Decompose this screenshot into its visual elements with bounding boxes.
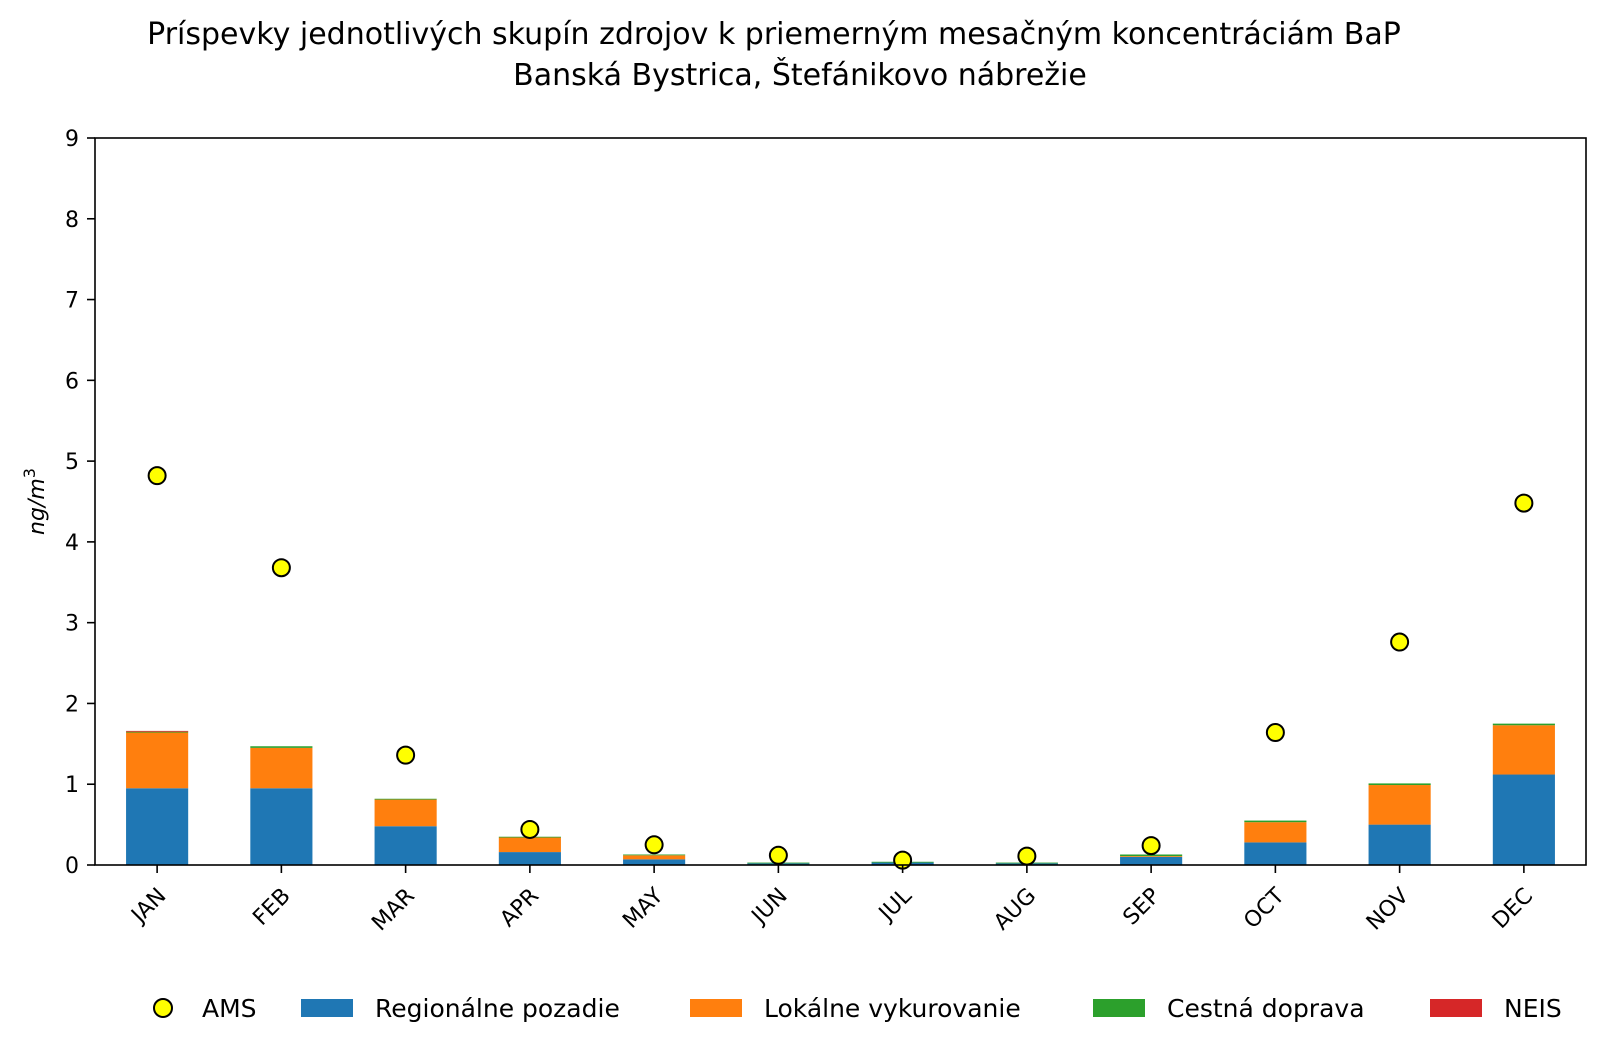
bar-mar-series-1 xyxy=(374,799,437,827)
ams-marker-sep xyxy=(1141,836,1161,856)
ams-marker-aug xyxy=(1017,846,1037,866)
ams-marker-feb xyxy=(271,558,291,578)
bar-may-series-0 xyxy=(623,859,686,865)
y-tick-label: 8 xyxy=(65,208,79,233)
legend-swatch xyxy=(301,999,353,1017)
legend-swatch xyxy=(690,999,742,1017)
bar-nov-series-0 xyxy=(1368,824,1431,865)
legend: AMS Regionálne pozadie Lokálne vykurovanie… xyxy=(0,988,1600,1028)
x-tick-label-jul: JUL xyxy=(873,883,917,927)
ams-marker-jan xyxy=(147,466,167,486)
y-tick-label: 3 xyxy=(65,612,79,637)
x-tick-label-sep: SEP xyxy=(1119,884,1166,931)
legend-item: Regionálne pozadie xyxy=(301,988,620,1028)
x-tick-label-dec: DEC xyxy=(1488,884,1538,934)
ams-marker-apr xyxy=(520,819,540,839)
bar-sep-series-2 xyxy=(1120,854,1183,857)
y-tick-label: 6 xyxy=(65,369,79,394)
x-tick-label-jun: JUN xyxy=(746,884,793,931)
y-tick-label: 1 xyxy=(65,773,79,798)
y-tick-label: 9 xyxy=(65,127,79,152)
chart-title: Príspevky jednotlivých skupín zdrojov k … xyxy=(147,17,1401,52)
bar-mar-series-2 xyxy=(374,798,437,800)
x-tick-label-oct: OCT xyxy=(1239,883,1290,934)
legend-label: AMS xyxy=(202,993,257,1023)
x-tick-label-jan: JAN xyxy=(126,884,172,930)
ams-marker-dec xyxy=(1514,493,1534,513)
plot-frame xyxy=(94,137,1587,866)
y-tick-label: 2 xyxy=(65,692,79,717)
legend-label: Lokálne vykurovanie xyxy=(764,993,1021,1023)
bars-layer xyxy=(126,723,1555,865)
chart-subtitle: Banská Bystrica, Štefánikovo nábrežie xyxy=(513,58,1087,93)
x-tick-label-feb: FEB xyxy=(248,884,295,931)
bar-oct-series-2 xyxy=(1244,820,1307,823)
ams-marker-nov xyxy=(1390,632,1410,652)
bar-dec-series-0 xyxy=(1492,774,1555,865)
legend-item: Lokálne vykurovanie xyxy=(690,988,1021,1028)
x-axis: JAN FEB MAR APR MAY JUN JUL AUG SEP OCT NOV DEC xyxy=(126,865,1538,936)
x-tick-label-aug: AUG xyxy=(989,884,1041,936)
bar-jan-series-3 xyxy=(126,730,189,732)
x-tick-label-may: MAY xyxy=(618,883,668,933)
bar-sep-series-0 xyxy=(1120,856,1183,865)
ams-marker-jun xyxy=(768,845,788,865)
ams-marker-oct xyxy=(1265,723,1285,743)
y-tick-label: 4 xyxy=(65,531,79,556)
bar-dec-series-2 xyxy=(1492,723,1555,726)
ams-marker-may xyxy=(644,835,664,855)
markers-layer xyxy=(147,466,1534,870)
y-tick-label: 0 xyxy=(65,854,79,879)
x-tick-label-nov: NOV xyxy=(1362,884,1414,936)
x-tick-label-apr: APR xyxy=(496,884,545,933)
bar-oct-series-1 xyxy=(1244,822,1307,843)
y-axis-label: ng/m3 xyxy=(20,468,51,535)
ams-marker-mar xyxy=(396,745,416,765)
bar-mar-series-0 xyxy=(374,826,437,865)
bar-feb-series-0 xyxy=(250,788,313,865)
x-tick-label-mar: MAR xyxy=(367,884,420,937)
bar-may-series-2 xyxy=(623,854,686,856)
legend-label: Regionálne pozadie xyxy=(375,993,620,1023)
legend-marker-ams xyxy=(153,998,173,1018)
bar-sep-series-1 xyxy=(1120,856,1183,857)
y-axis-label-superscript: 3 xyxy=(20,468,39,478)
bar-oct-series-0 xyxy=(1244,842,1307,865)
legend-item: NEIS xyxy=(1430,988,1562,1028)
bar-apr-series-1 xyxy=(498,837,561,853)
legend-item: Cestná doprava xyxy=(1093,988,1365,1028)
bar-may-series-1 xyxy=(623,855,686,860)
legend-item: AMS xyxy=(136,988,257,1028)
y-tick-label: 5 xyxy=(65,450,79,475)
legend-label: NEIS xyxy=(1504,993,1562,1023)
bar-jan-series-1 xyxy=(126,732,189,789)
bar-apr-series-0 xyxy=(498,852,561,865)
bar-feb-series-2 xyxy=(250,746,313,748)
bar-nov-series-1 xyxy=(1368,785,1431,825)
bar-nov-series-2 xyxy=(1368,783,1431,786)
legend-label: Cestná doprava xyxy=(1167,993,1365,1023)
y-axis: 0 1 2 3 4 5 6 7 8 9 xyxy=(65,127,95,879)
legend-swatch xyxy=(1430,999,1482,1017)
y-tick-label: 7 xyxy=(65,289,79,314)
bar-feb-series-1 xyxy=(250,747,313,789)
bar-jan-series-0 xyxy=(126,788,189,865)
bar-dec-series-1 xyxy=(1492,725,1555,775)
legend-swatch xyxy=(1093,999,1145,1017)
bar-jan-series-2 xyxy=(126,731,189,733)
